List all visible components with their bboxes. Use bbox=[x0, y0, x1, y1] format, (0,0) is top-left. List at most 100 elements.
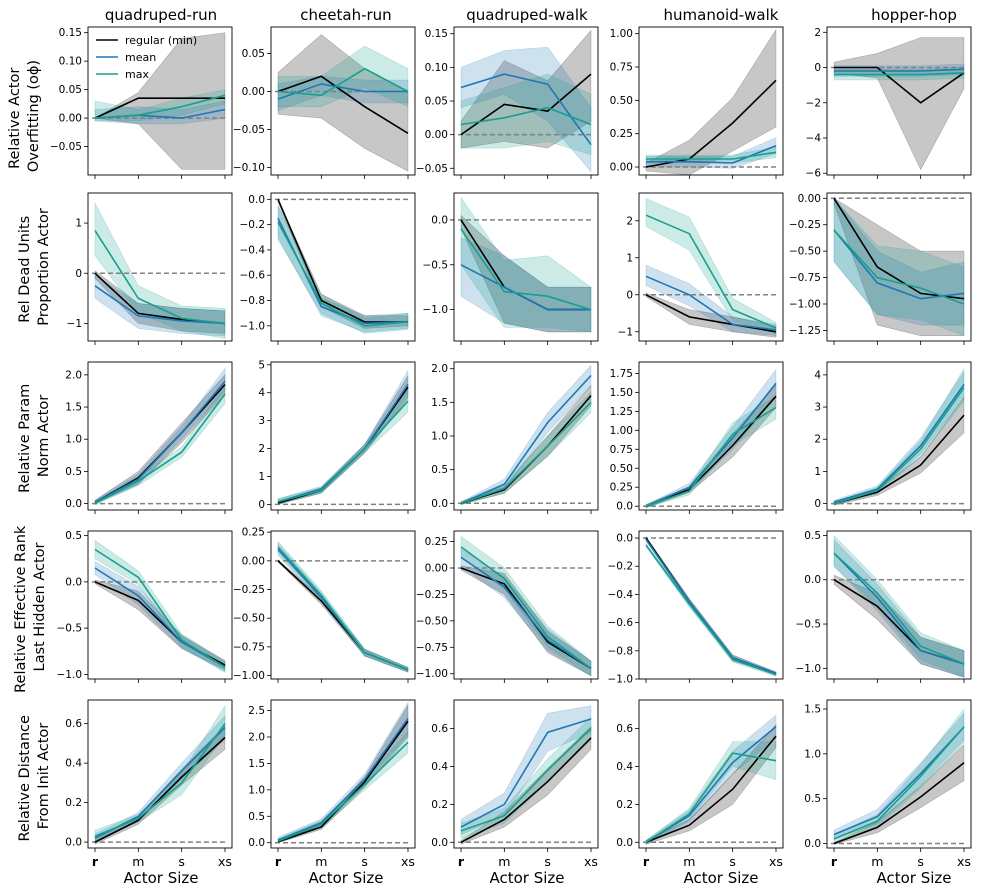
subplot-1-1: −1.0 −0.8 −0.6 −0.4 −0.2 0.0 bbox=[240, 192, 416, 345]
confidence-band bbox=[460, 725, 592, 845]
column-title: cheetah-run bbox=[300, 6, 391, 24]
series-line bbox=[460, 556, 592, 670]
subplot-1-4: −1.25 −1.00 −0.75 −0.50 −0.25 0.00 bbox=[789, 192, 972, 345]
series-line bbox=[645, 752, 777, 843]
row-ylabel: Relative Effective Rank Last Hidden Acto… bbox=[13, 521, 48, 693]
confidence-band bbox=[645, 535, 777, 676]
y-tick-label: 0.5 bbox=[804, 793, 821, 805]
y-tick-label: 0.00 bbox=[425, 129, 448, 141]
series-line bbox=[834, 72, 965, 76]
y-tick-label: 0.00 bbox=[798, 193, 821, 205]
row-ylabel-line: Rel Dead Units bbox=[17, 216, 33, 323]
y-tick-label: −0.2 bbox=[608, 561, 634, 573]
y-tick-label: 0.0 bbox=[804, 838, 821, 850]
series-line bbox=[834, 68, 965, 72]
confidence-band bbox=[460, 196, 592, 333]
series-line bbox=[94, 94, 226, 119]
y-tick-label: 1.00 bbox=[610, 28, 633, 40]
y-tick-label: 0.00 bbox=[610, 162, 633, 174]
axes-frame bbox=[453, 530, 599, 680]
y-tick-label: 1 bbox=[258, 471, 265, 483]
confidence-band bbox=[277, 374, 409, 505]
subplot-3-3: −1.0 −0.8 −0.6 −0.4 −0.2 0.0 bbox=[608, 530, 784, 686]
x-tick-label: s bbox=[917, 854, 924, 869]
column-title: hopper-hop bbox=[871, 6, 957, 24]
series-line bbox=[94, 548, 226, 668]
confidence-band bbox=[460, 214, 592, 333]
series-line bbox=[645, 294, 777, 333]
axes-frame bbox=[270, 192, 416, 342]
y-tick-label: −0.75 bbox=[416, 642, 448, 654]
legend: regular (min) mean max bbox=[96, 34, 197, 81]
axes-frame bbox=[638, 699, 784, 849]
axes-frame bbox=[270, 361, 416, 511]
y-tick-label: 1.50 bbox=[610, 387, 633, 399]
y-tick-label: 4 bbox=[814, 369, 821, 381]
subplot-2-2: 0.0 0.5 1.0 1.5 2.0 bbox=[431, 361, 599, 514]
axes-frame bbox=[87, 361, 233, 511]
series-line bbox=[833, 229, 965, 305]
series-line bbox=[833, 387, 965, 505]
series-line bbox=[645, 544, 777, 676]
y-tick-label: 0.6 bbox=[65, 718, 82, 730]
series-line bbox=[277, 75, 409, 134]
subplot-3-0: −1.0 −0.5 0.0 0.5 bbox=[57, 530, 233, 683]
y-tick-label: 0.00 bbox=[59, 113, 82, 125]
y-tick-label: 1.00 bbox=[610, 425, 633, 437]
row-ylabel-line: Proportion Actor bbox=[36, 208, 52, 326]
series-line bbox=[94, 230, 226, 325]
subplot-4-1: 0.0 0.5 1.0 1.5 2.0 2.5 r m s xs bbox=[248, 699, 416, 869]
series-line bbox=[645, 537, 777, 675]
y-tick-label: −0.05 bbox=[416, 163, 448, 175]
x-axis-label: Actor Size bbox=[683, 869, 758, 887]
confidence-band bbox=[277, 542, 409, 673]
x-tick-label: s bbox=[178, 854, 185, 869]
confidence-band bbox=[277, 75, 409, 111]
axes-frame bbox=[453, 699, 599, 849]
axes-frame bbox=[826, 26, 972, 176]
series-line bbox=[833, 384, 965, 503]
row-ylabel-line: Relative Distance bbox=[17, 715, 33, 842]
axes-frame bbox=[453, 192, 599, 342]
axes-frame bbox=[270, 530, 416, 680]
confidence-band bbox=[460, 364, 592, 506]
confidence-band bbox=[277, 205, 409, 333]
y-tick-label: 0.4 bbox=[65, 758, 82, 770]
y-tick-label: 0.0 bbox=[248, 194, 265, 206]
y-tick-label: 1.5 bbox=[804, 703, 821, 715]
subplot-4-4: 0.0 0.5 1.0 1.5 r m s xs bbox=[804, 699, 972, 869]
y-tick-label: −1.00 bbox=[416, 668, 448, 680]
y-tick-label: 0.6 bbox=[431, 723, 448, 735]
series-line bbox=[645, 79, 777, 168]
axes-frame bbox=[270, 26, 416, 176]
y-tick-label: 0 bbox=[626, 289, 633, 301]
row-ylabel-line: Norm Actor bbox=[36, 395, 52, 477]
series-line bbox=[94, 97, 225, 119]
x-tick-label: m bbox=[132, 854, 144, 869]
y-tick-label: −0.8 bbox=[608, 645, 634, 657]
y-tick-label: 0.25 bbox=[242, 527, 265, 539]
y-tick-label: 1.0 bbox=[431, 431, 448, 443]
x-tick-label: r bbox=[831, 854, 838, 869]
x-tick-label: r bbox=[92, 854, 99, 869]
y-tick-label: 0.0 bbox=[616, 501, 633, 513]
column-title: humanoid-walk bbox=[664, 6, 779, 24]
confidence-band bbox=[277, 199, 409, 329]
series-line bbox=[94, 380, 226, 504]
y-tick-label: 0.50 bbox=[610, 463, 633, 475]
confidence-band bbox=[833, 197, 965, 336]
y-tick-label: −0.25 bbox=[233, 584, 265, 596]
confidence-band bbox=[645, 723, 777, 845]
axes-frame bbox=[270, 699, 416, 849]
confidence-band bbox=[833, 367, 965, 506]
series-line bbox=[94, 723, 226, 837]
y-tick-label: −0.2 bbox=[240, 219, 266, 231]
y-tick-label: 0.5 bbox=[65, 530, 82, 542]
y-tick-label: 0.0 bbox=[616, 533, 633, 545]
series-line bbox=[277, 83, 408, 100]
y-tick-label: 0.50 bbox=[610, 95, 633, 107]
series-line bbox=[277, 546, 409, 671]
confidence-band bbox=[94, 32, 226, 170]
series-line bbox=[460, 546, 592, 670]
y-tick-label: 0.10 bbox=[59, 56, 82, 68]
